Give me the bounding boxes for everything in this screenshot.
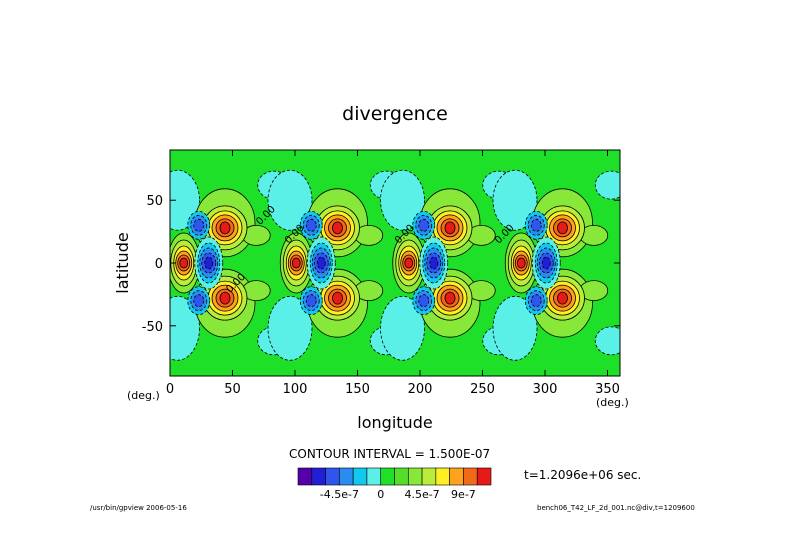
- contour-region: [332, 221, 343, 235]
- contour-region: [418, 218, 430, 232]
- x-tick-label: 100: [283, 382, 308, 397]
- colorbar-swatch: [339, 467, 354, 486]
- contour-region: [267, 295, 313, 361]
- contour-region: [380, 295, 425, 361]
- colorbar-tick-label: 0: [377, 488, 384, 501]
- contour-region: [418, 294, 430, 308]
- colorbar-swatch: [421, 467, 437, 486]
- colorbar-swatch: [407, 467, 423, 486]
- x-tick-label: 350: [595, 382, 620, 397]
- contour-region: [429, 256, 439, 270]
- colorbar: -4.5e-7 0 4.5e-7 9e-7: [297, 467, 492, 501]
- contour-region: [267, 169, 313, 231]
- x-tick-label: 50: [224, 382, 241, 397]
- contour-region: [380, 169, 425, 231]
- contour-region: [316, 256, 326, 270]
- x-tick-label: 0: [166, 382, 174, 397]
- colorbar-tick-label: 4.5e-7: [404, 488, 439, 501]
- contour-region: [530, 218, 542, 232]
- footer-right: bench06_T42_LF_2d_001.nc@div,t=1209600: [537, 504, 695, 512]
- contour-region: [305, 218, 317, 232]
- colorbar-swatch: [463, 467, 478, 486]
- colorbar-tick-label: 9e-7: [451, 488, 476, 501]
- contour-region: [516, 257, 526, 269]
- contour-region: [404, 257, 414, 269]
- contour-region: [219, 291, 231, 305]
- contour-region: [305, 294, 317, 308]
- contour-region: [541, 256, 551, 270]
- colorbar-tick-label: -4.5e-7: [320, 488, 359, 501]
- contour-region: [557, 291, 568, 305]
- x-unit-label-right: (deg.): [596, 396, 629, 409]
- colorbar-swatch: [352, 467, 368, 486]
- contour-region: [594, 170, 620, 200]
- contour-region: [204, 256, 214, 270]
- contour-region: [530, 294, 542, 308]
- y-axis-label: latitude: [113, 232, 132, 293]
- contour-region: [444, 291, 456, 305]
- y-tick-label: -50: [142, 320, 163, 335]
- contour-region: [492, 295, 538, 361]
- colorbar-swatch: [476, 467, 492, 486]
- plot-area: 0.000.000.000.00 0.00: [170, 150, 620, 376]
- colorbar-swatch: [380, 467, 395, 486]
- x-tick-label: 300: [533, 382, 558, 397]
- colorbar-swatch: [366, 467, 382, 486]
- y-tick-label: 50: [146, 194, 163, 209]
- contour-region: [594, 326, 620, 356]
- wave-packet: [380, 169, 516, 361]
- chart-title: divergence: [342, 103, 448, 125]
- colorbar-swatch: [435, 467, 450, 486]
- x-tick-label: 150: [345, 382, 370, 397]
- x-unit-label-left: (deg.): [127, 389, 160, 402]
- contour-region: [193, 294, 205, 308]
- wave-packet: [267, 169, 403, 361]
- colorbar-swatch: [449, 467, 464, 486]
- contour-region: [492, 169, 538, 231]
- contour-region: [219, 221, 231, 235]
- colorbar-swatch: [325, 467, 340, 486]
- time-annotation: t=1.2096e+06 sec.: [524, 468, 641, 482]
- contour-region: [193, 218, 205, 232]
- y-tick-label: 0: [155, 257, 163, 272]
- contour-region: [332, 291, 343, 305]
- x-tick-label: 250: [470, 382, 495, 397]
- colorbar-swatch: [394, 467, 409, 486]
- contour-region: [557, 221, 568, 235]
- colorbar-swatch: [311, 467, 326, 486]
- colorbar-swatch: [297, 467, 313, 486]
- footer-left: /usr/bin/gpview 2006-05-16: [90, 504, 187, 512]
- x-tick-label: 200: [408, 382, 433, 397]
- x-axis-label: longitude: [357, 413, 432, 432]
- contour-region: [179, 257, 189, 269]
- contour-region: [444, 221, 456, 235]
- contour-interval-text: CONTOUR INTERVAL = 1.500E-07: [289, 447, 490, 461]
- contour-region: [291, 257, 301, 269]
- wave-packet: [492, 169, 620, 361]
